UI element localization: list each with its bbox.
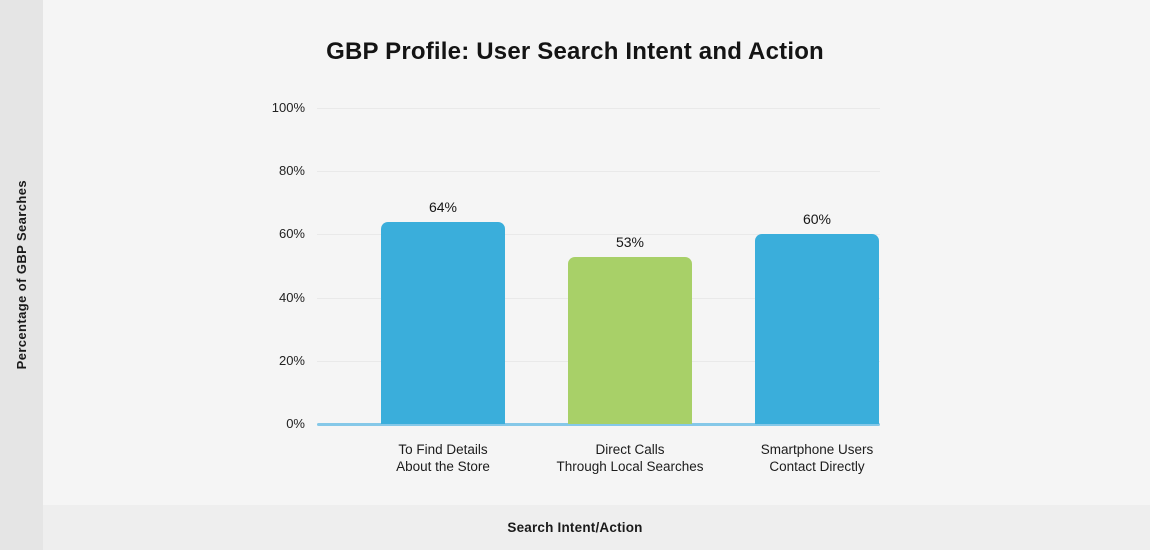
gridline-60 bbox=[317, 234, 880, 236]
y-tick-80: 80% bbox=[278, 163, 305, 179]
bar-value-0: 64% bbox=[428, 199, 458, 215]
x-category-0: To Find Details About the Store bbox=[396, 442, 490, 474]
x-category-1: Direct Calls Through Local Searches bbox=[556, 442, 704, 474]
bar-0 bbox=[381, 222, 505, 424]
y-tick-40: 40% bbox=[278, 289, 305, 305]
bar-value-1: 53% bbox=[615, 234, 645, 250]
x-axis-baseline bbox=[317, 423, 880, 426]
chart-title: GBP Profile: User Search Intent and Acti… bbox=[326, 38, 824, 65]
x-axis-title: Search Intent/Action bbox=[507, 520, 643, 535]
bar-2 bbox=[755, 234, 879, 424]
x-axis-panel: Search Intent/Action bbox=[43, 505, 1150, 550]
y-tick-100: 100% bbox=[271, 100, 305, 115]
y-tick-0: 0% bbox=[286, 416, 305, 431]
y-axis-panel: Percentage of GBP Searches bbox=[0, 0, 43, 550]
gridline-100 bbox=[317, 108, 880, 109]
y-tick-60: 60% bbox=[278, 226, 305, 242]
bar-value-2: 60% bbox=[802, 211, 832, 227]
plot-area: 0% 20% 40% 60% 80% 100% 64% 53% 60% bbox=[272, 100, 880, 431]
gridline-80 bbox=[317, 171, 880, 173]
y-tick-20: 20% bbox=[278, 352, 305, 368]
bar-1 bbox=[568, 257, 692, 424]
x-category-2: Smartphone Users Contact Directly bbox=[760, 442, 874, 474]
y-axis-title: Percentage of GBP Searches bbox=[14, 180, 29, 370]
x-axis-labels: To Find Details About the Store Direct Ca… bbox=[317, 441, 880, 481]
